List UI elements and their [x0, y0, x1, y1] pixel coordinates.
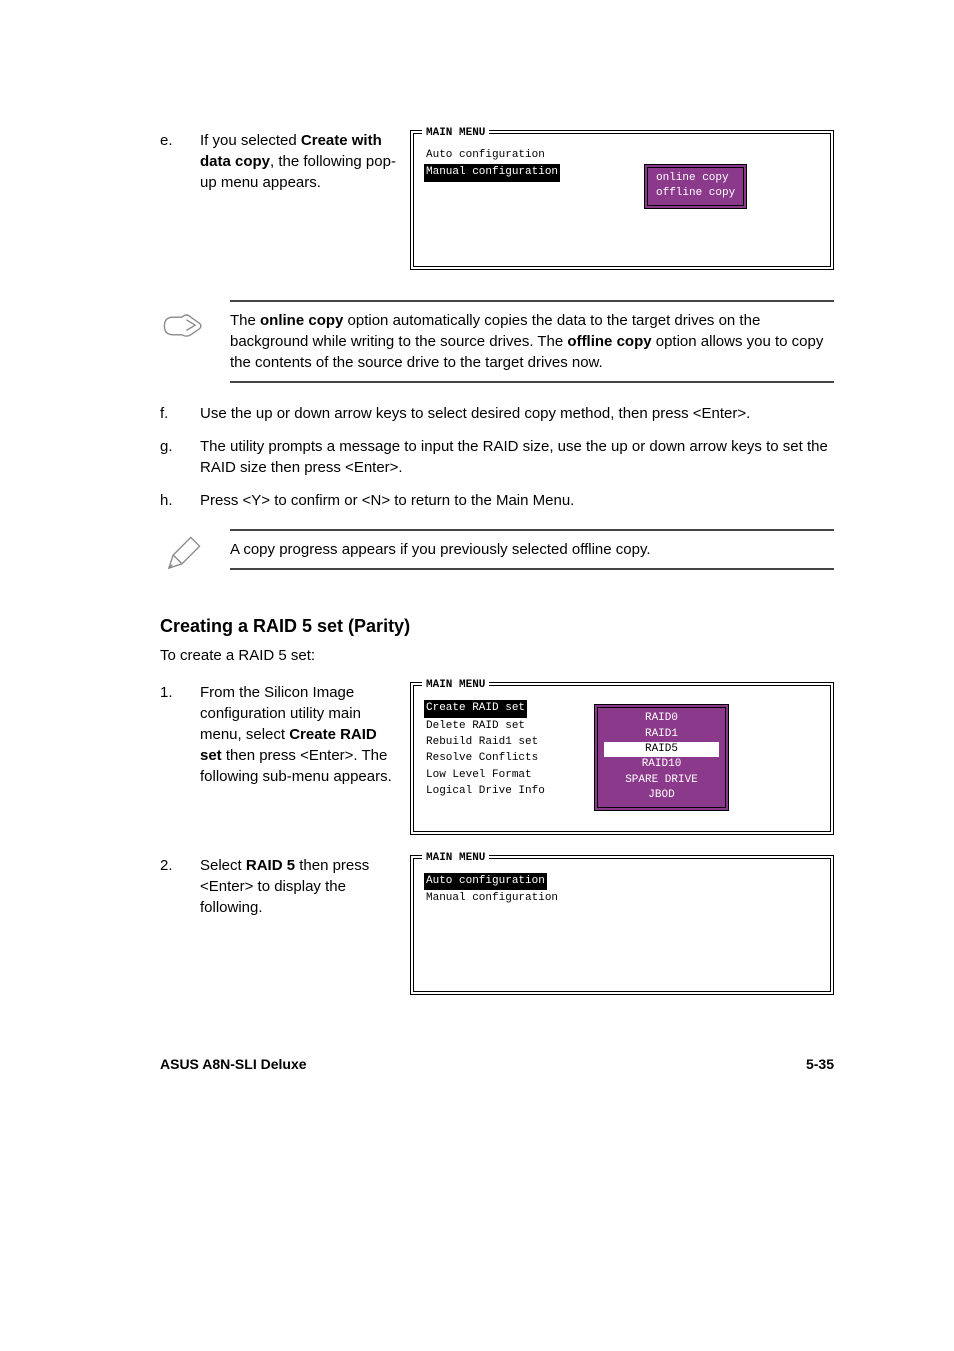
menu1-title: MAIN MENU	[422, 126, 489, 141]
menu2-popup: RAID0 RAID1 RAID5 RAID10 SPARE DRIVE JBO…	[594, 704, 729, 810]
menu2-item-0: Create RAID set	[424, 700, 527, 717]
note2-body: A copy progress appears if you previousl…	[230, 529, 834, 570]
menu1-popup: online copy offline copy	[644, 164, 747, 209]
step-g-label: g.	[160, 436, 200, 457]
step-f-label: f.	[160, 403, 200, 424]
step1-b: then press <Enter>. The following sub-me…	[200, 747, 392, 785]
menu2-popup-3: RAID10	[604, 757, 719, 772]
menu1-item-0: Auto configuration	[424, 148, 820, 163]
step-1-text: From the Silicon Image configuration uti…	[200, 682, 410, 787]
step2-bold: RAID 5	[246, 857, 295, 874]
step-g: g. The utility prompts a message to inpu…	[160, 436, 834, 478]
main-menu-box-1: MAIN MENU Auto configuration Manual conf…	[410, 130, 834, 270]
step-f-text: Use the up or down arrow keys to select …	[200, 403, 834, 424]
step-h-text: Press <Y> to confirm or <N> to return to…	[200, 490, 834, 511]
step-1: 1. From the Silicon Image configuration …	[160, 682, 834, 834]
menu1-item-1: Manual configuration	[424, 164, 560, 181]
pencil-icon	[160, 529, 230, 584]
menu2-popup-5: JBOD	[604, 788, 719, 803]
menu3-item-1: Manual configuration	[424, 891, 820, 906]
step-2-text: Select RAID 5 then press <Enter> to disp…	[200, 855, 410, 918]
note-offline-copy: A copy progress appears if you previousl…	[160, 529, 834, 584]
step-e-prefix: If you selected	[200, 132, 301, 149]
menu3-item-0: Auto configuration	[424, 873, 547, 890]
step-e-text: If you selected Create with data copy, t…	[200, 130, 410, 193]
note1-bold-a: online copy	[260, 312, 343, 329]
step-1-label: 1.	[160, 682, 200, 703]
section-title: Creating a RAID 5 set (Parity)	[160, 614, 834, 639]
menu2-popup-1: RAID1	[604, 727, 719, 742]
step-e: e. If you selected Create with data copy…	[160, 130, 834, 270]
step2-a: Select	[200, 857, 246, 874]
step-2: 2. Select RAID 5 then press <Enter> to d…	[160, 855, 834, 995]
main-menu-box-3: MAIN MENU Auto configuration Manual conf…	[410, 855, 834, 995]
footer-right: 5-35	[806, 1055, 834, 1075]
step-2-label: 2.	[160, 855, 200, 876]
note1-a: The	[230, 312, 260, 329]
step-h: h. Press <Y> to confirm or <N> to return…	[160, 490, 834, 511]
menu2-popup-0: RAID0	[604, 711, 719, 726]
step-g-text: The utility prompts a message to input t…	[200, 436, 834, 478]
note1-body: The online copy option automatically cop…	[230, 300, 834, 383]
menu1-popup-1: offline copy	[654, 186, 737, 201]
step-f: f. Use the up or down arrow keys to sele…	[160, 403, 834, 424]
step-e-label: e.	[160, 130, 200, 151]
hand-point-icon	[160, 300, 230, 355]
menu3-title: MAIN MENU	[422, 851, 489, 866]
menu2-popup-2: RAID5	[604, 742, 719, 757]
menu2-popup-4: SPARE DRIVE	[604, 773, 719, 788]
main-menu-box-2: MAIN MENU Create RAID set Delete RAID se…	[410, 682, 834, 834]
steps-fgh: f. Use the up or down arrow keys to sele…	[160, 403, 834, 511]
footer-left: ASUS A8N-SLI Deluxe	[160, 1055, 307, 1075]
menu1-popup-0: online copy	[654, 171, 737, 186]
note-online-copy: The online copy option automatically cop…	[160, 300, 834, 383]
section-sub: To create a RAID 5 set:	[160, 645, 834, 666]
step-h-label: h.	[160, 490, 200, 511]
note1-bold-b: offline copy	[567, 333, 651, 350]
menu2-title: MAIN MENU	[422, 678, 489, 693]
page-footer: ASUS A8N-SLI Deluxe 5-35	[160, 1055, 834, 1075]
